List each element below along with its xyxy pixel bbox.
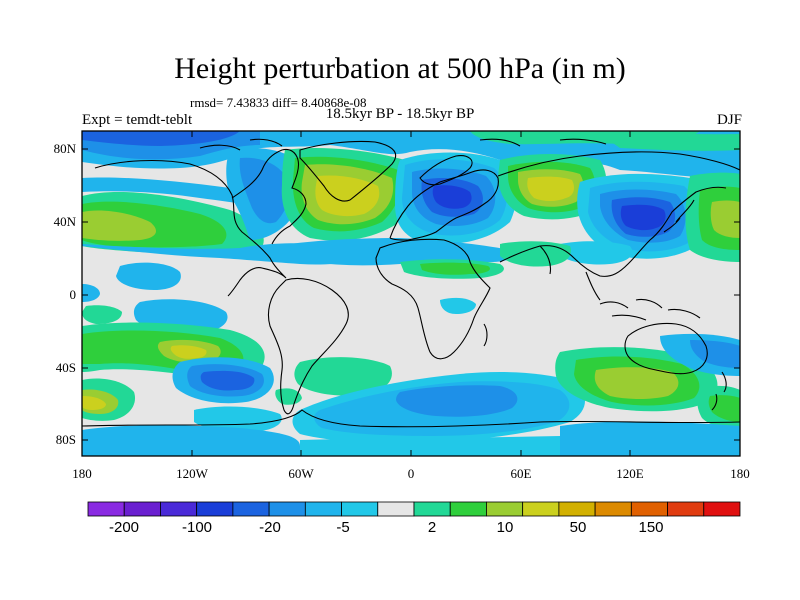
contour-fill: [194, 406, 282, 433]
colorbar-box: [449, 501, 487, 517]
coastline-arctic-islands: [199, 138, 607, 151]
lat-tick-label: 40S: [56, 360, 76, 375]
lat-tick-label: 80N: [54, 141, 77, 156]
contour-fill: [600, 133, 740, 151]
colorbar-label: 10: [497, 519, 514, 536]
colorbar: [87, 501, 741, 517]
contour-fill: [82, 131, 240, 146]
lon-tick-label: 180: [72, 466, 92, 481]
contour-fill: [560, 421, 740, 456]
coastline-japan: [663, 199, 695, 233]
colorbar-box: [486, 501, 524, 517]
colorbar-box: [87, 501, 125, 517]
contour-fill: [289, 238, 514, 266]
season-label: DJF: [716, 112, 742, 128]
contour-fill: [500, 241, 572, 267]
lon-tick-label: 120E: [616, 466, 644, 481]
coastline-madagascar: [483, 323, 488, 347]
colorbar-label: -100: [182, 519, 212, 536]
coastline-antarctica: [82, 409, 740, 428]
colorbar-label: -5: [336, 519, 349, 536]
contour-fill: [300, 436, 560, 456]
colorbar-box: [630, 501, 668, 517]
contour-fill: [315, 175, 380, 217]
colorbar-box: [160, 501, 198, 517]
colorbar-box: [594, 501, 632, 517]
contour-field: [82, 131, 740, 456]
lat-tick-label: 40N: [54, 214, 77, 229]
lon-tick-label: 120W: [176, 466, 209, 481]
contour-fill: [116, 262, 181, 290]
coastline-scandinavia: [419, 155, 473, 186]
coastline-australia: [624, 322, 708, 375]
colorbar-box: [304, 501, 342, 517]
colorbar-box: [667, 501, 705, 517]
coastline-south-america: [267, 277, 349, 415]
coastline-africa: [375, 238, 491, 360]
stats-text: rmsd= 7.43833 diff= 8.40868e-08: [190, 95, 367, 110]
contour-fill: [690, 340, 740, 368]
coastline-indonesia: [599, 298, 701, 321]
contour-fill: [710, 200, 740, 238]
lat-tick-label: 0: [70, 287, 77, 302]
contour-fill: [239, 157, 290, 224]
lon-tick-label: 180: [730, 466, 750, 481]
contour-fill: [527, 176, 574, 201]
lon-tick-label: 0: [408, 466, 415, 481]
colorbar-box: [703, 501, 741, 517]
contour-fill: [82, 210, 156, 241]
coastline-greenland: [299, 140, 397, 202]
colorbar-box: [268, 501, 306, 517]
lat-tick-label: 80S: [56, 432, 76, 447]
contour-fill: [620, 204, 666, 231]
contour-fill: [82, 305, 122, 324]
contour-fill: [420, 262, 490, 275]
contour-fill: [170, 345, 207, 359]
colorbar-label: 150: [638, 519, 663, 536]
lon-axis: [81, 131, 741, 456]
contour-fill: [82, 177, 280, 210]
plot-title: Height perturbation at 500 hPa (in m): [174, 52, 626, 85]
contour-fill: [294, 357, 392, 396]
contour-fill: [200, 370, 255, 391]
colorbar-box: [522, 501, 560, 517]
period-label: 18.5kyr BP - 18.5kyr BP: [325, 106, 475, 122]
colorbar-label: 50: [570, 519, 587, 536]
coastline-asia: [497, 151, 740, 301]
colorbar-box: [413, 501, 451, 517]
contour-fill: [594, 367, 679, 399]
colorbar-box: [196, 501, 234, 517]
colorbar-box: [123, 501, 161, 517]
coastline-europe: [389, 169, 499, 241]
contour-fill: [82, 425, 300, 456]
colorbar-box: [341, 501, 379, 517]
contour-fill: [432, 185, 472, 209]
experiment-label: Expt = temdt-teblt: [82, 112, 193, 128]
lon-tick-label: 60W: [288, 466, 314, 481]
colorbar-box: [377, 501, 415, 517]
coastline-new-zealand: [711, 371, 727, 411]
colorbar-box: [232, 501, 270, 517]
lon-tick-label: 60E: [511, 466, 532, 481]
contour-fill: [82, 284, 100, 302]
contour-fill: [82, 396, 106, 410]
colorbar-box: [558, 501, 596, 517]
coastline-north-america: [94, 148, 307, 297]
colorbar-label: -200: [109, 519, 139, 536]
colorbar-label: 2: [428, 519, 436, 536]
contour-fill: [396, 385, 518, 417]
contour-fill: [440, 297, 476, 314]
contour-fill: [560, 241, 633, 265]
colorbar-label: -20: [259, 519, 281, 536]
lat-axis: [82, 148, 740, 441]
coastlines: [82, 138, 740, 428]
